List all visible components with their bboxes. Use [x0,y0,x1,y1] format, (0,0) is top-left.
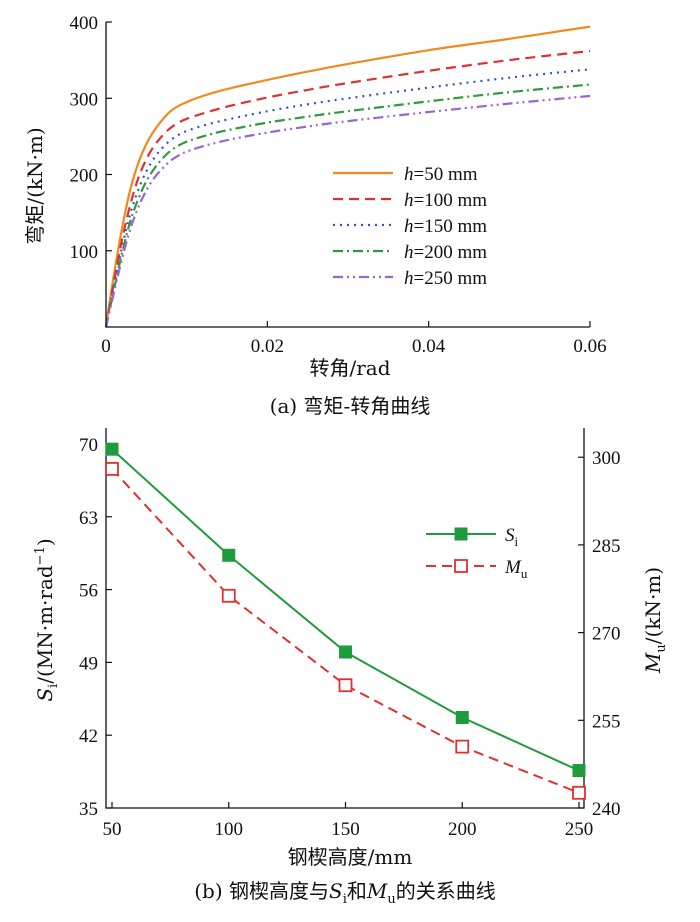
data-point-s [339,645,352,659]
wedge-height-chart: 50 100 150 200 250 35 42 49 56 63 70 240 255 270 285 30… [33,428,669,907]
data-point-s [455,711,469,725]
series-line-m [111,468,580,794]
moment-rotation-chart: 0 0.02 0.04 0.06 100 200 300 400 转角/rad 弯矩/(kN·… [23,13,607,418]
y-left-tick-label-b: 42 [79,726,98,747]
legend-label-a: h=200 mm [404,242,487,263]
caption-a: (a) 弯矩-转角曲线 [270,394,431,418]
series-line-s [111,448,580,772]
legend-label-b: Si [505,525,519,549]
y-tick-label-a: 100 [70,242,99,263]
data-point-s [572,764,586,778]
y-left-tick-label-b: 35 [79,799,98,820]
y-right-tick-label-b: 240 [592,799,621,820]
moment-curve-1 [104,25,591,328]
x-axis-label-b: 钢楔高度/mm [288,845,413,869]
legend-marker-b [454,559,468,573]
legend-a: h=50 mm h=100 mm h=150 mm h=200 mm h=250 mm [333,164,487,289]
legend-marker-b [454,527,468,541]
data-point-m [455,739,470,754]
x-tick-label-a: 0 [101,336,111,357]
x-tick-label-b: 100 [215,819,244,840]
y-left-tick-label-b: 70 [79,435,98,456]
y-right-tick-label-b: 255 [592,711,621,732]
x-tick-label-a: 0.04 [412,336,446,357]
x-axis-label-a: 转角/rad [309,356,390,380]
legend-label-a: h=150 mm [404,216,487,237]
y-right-tick-label-b: 300 [592,448,621,469]
x-tick-label-b: 150 [331,819,360,840]
y-tick-label-a: 300 [70,89,99,110]
legend-label-a: h=100 mm [404,190,487,211]
data-point-m [338,678,353,693]
y-axis-label-right-b: Mu/(kN·m) [641,567,669,674]
y-left-tick-label-b: 49 [79,653,98,674]
moment-curve-2 [104,49,591,328]
moment-curve-4 [104,83,591,328]
x-tick-label-b: 50 [103,819,122,840]
y-left-tick-label-b: 56 [79,581,98,602]
y-axis-label-a: 弯矩/(kN·m) [23,127,47,244]
y-axis-label-left-b: Si/(MN·m·rad−1) [33,538,61,701]
y-tick-label-a: 200 [70,166,99,187]
moment-curve-5 [104,94,591,328]
y-left-tick-label-b: 63 [79,508,98,529]
moment-curves [104,25,591,328]
legend-label-a: h=250 mm [404,268,487,289]
axis-frame-a [105,22,590,328]
y-right-tick-label-b: 270 [592,624,621,645]
legend-b: Si Mu [426,525,528,581]
ticks-a: 0 0.02 0.04 0.06 100 200 300 400 [70,13,607,357]
data-point-m [105,462,119,476]
moment-curve-3 [104,68,591,328]
data-point-m [221,588,236,603]
x-tick-label-a: 0.02 [251,336,284,357]
axis-frame-b [105,428,585,809]
series-b [105,442,586,800]
legend-label-b: Mu [504,557,528,581]
data-point-s [222,548,236,562]
caption-b: (b) 钢楔高度与Si和Mu的关系曲线 [194,879,496,907]
data-point-s [105,442,119,456]
legend-label-a: h=50 mm [404,164,478,185]
x-tick-label-b: 250 [565,819,594,840]
y-right-tick-label-b: 285 [592,536,621,557]
y-tick-label-a: 400 [70,13,99,34]
data-point-m [572,785,586,800]
x-tick-label-a: 0.06 [573,336,606,357]
x-tick-label-b: 200 [448,819,477,840]
ticks-b: 50 100 150 200 250 35 42 49 56 63 70 240 255 270 285 30… [79,435,621,840]
